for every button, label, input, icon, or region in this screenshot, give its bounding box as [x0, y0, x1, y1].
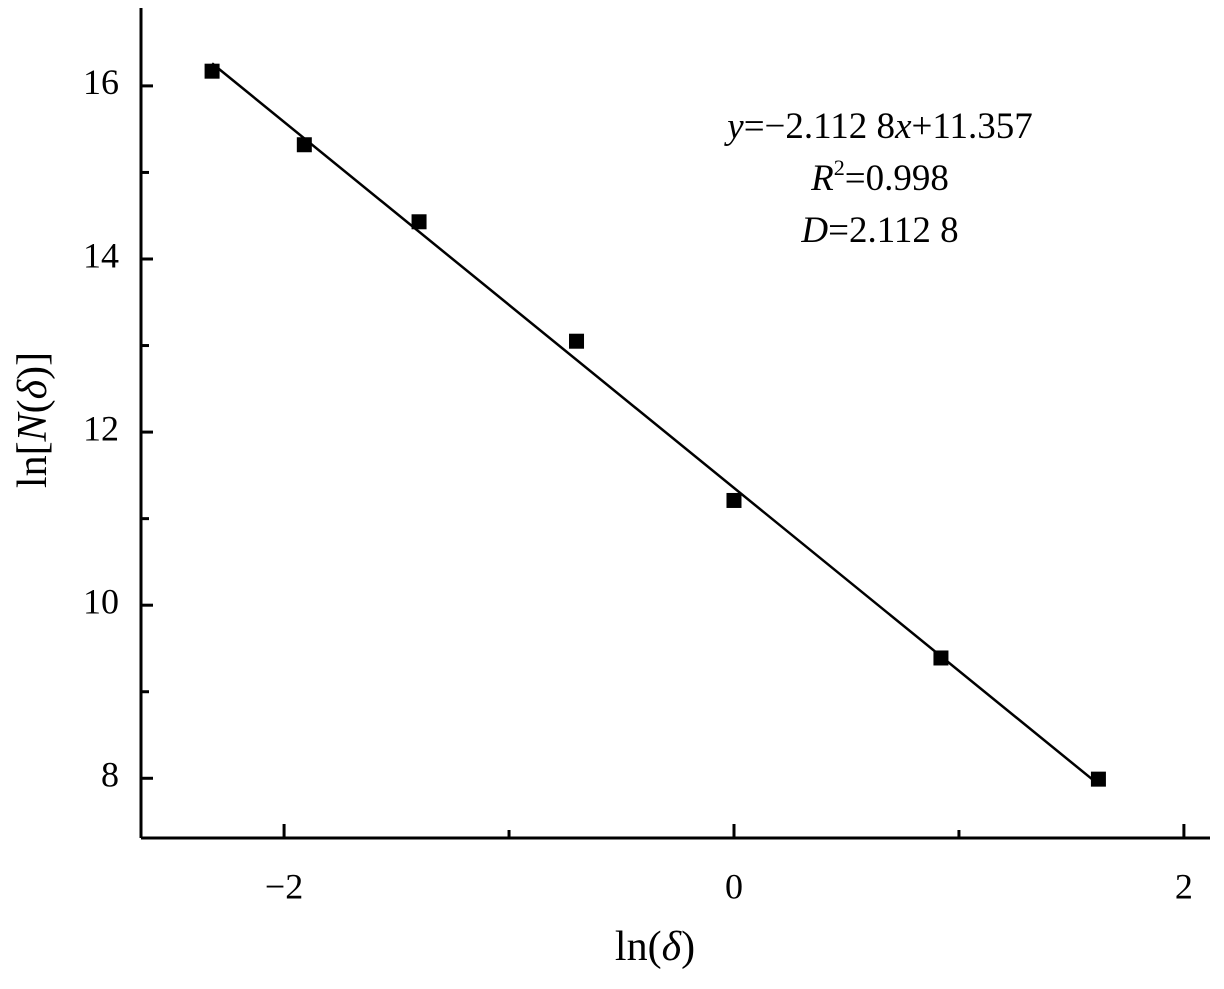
x-tick-label: 2	[1175, 866, 1193, 906]
text-part: ln(	[615, 924, 662, 970]
text-part: =−2.112 8	[744, 106, 895, 147]
text-part: y	[723, 106, 744, 147]
data-point	[1090, 771, 1106, 787]
y-tick-label: 16	[83, 62, 119, 102]
text-part: +11.357	[912, 106, 1033, 147]
y-tick-label: 8	[101, 755, 119, 795]
x-tick-label: 0	[725, 866, 743, 906]
data-point	[204, 63, 220, 79]
text-part: δ	[10, 378, 56, 399]
text-part: =0.998	[845, 158, 949, 199]
annotation: R2=0.998	[810, 155, 949, 200]
text-part: R	[810, 158, 834, 199]
annotation: D=2.112 8	[800, 210, 958, 251]
y-tick-label: 12	[83, 408, 119, 448]
text-part: D	[800, 210, 828, 251]
data-point	[411, 214, 427, 230]
x-tick-label: −2	[265, 866, 303, 906]
text-part: )	[681, 924, 695, 970]
fit-line	[211, 62, 1100, 786]
data-point	[933, 650, 949, 666]
x-axis-label: ln(δ)	[615, 924, 695, 970]
y-tick-label: 14	[83, 235, 119, 275]
text-part: x	[894, 106, 912, 147]
y-axis-label: ln[N(δ)]	[10, 352, 56, 488]
text-part: 2	[834, 155, 845, 180]
data-point	[726, 492, 742, 508]
text-part: N	[10, 411, 56, 442]
y-tick-label: 10	[83, 581, 119, 621]
annotation: y=−2.112 8x+11.357	[723, 106, 1033, 147]
text-part: δ	[662, 924, 683, 970]
text-part: =2.112 8	[828, 210, 959, 251]
data-point	[569, 333, 585, 349]
text-part: ln[	[10, 441, 56, 488]
text-part: )]	[10, 352, 56, 380]
text-part: (	[10, 399, 56, 413]
data-point	[296, 137, 312, 153]
